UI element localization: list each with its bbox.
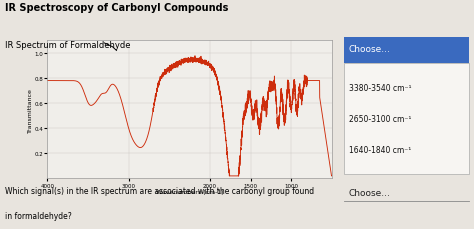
Text: IR Spectroscopy of Carbonyl Compounds: IR Spectroscopy of Carbonyl Compounds — [5, 3, 228, 13]
Text: in formaldehyde?: in formaldehyde? — [5, 211, 72, 220]
Text: Choose...: Choose... — [348, 188, 390, 197]
Text: 2650-3100 cm⁻¹: 2650-3100 cm⁻¹ — [349, 114, 412, 124]
X-axis label: Wavenumbers (cm-1): Wavenumbers (cm-1) — [156, 189, 223, 194]
Text: Which signal(s) in the IR spectrum are associated with the carbonyl group found: Which signal(s) in the IR spectrum are a… — [5, 187, 314, 196]
Text: IR Spectrum of Formaldehyde: IR Spectrum of Formaldehyde — [5, 41, 130, 50]
Y-axis label: Transmittance: Transmittance — [28, 87, 33, 132]
Text: 1640-1840 cm⁻¹: 1640-1840 cm⁻¹ — [349, 145, 411, 154]
Text: 3380-3540 cm⁻¹: 3380-3540 cm⁻¹ — [349, 84, 412, 93]
Text: Choose...: Choose... — [348, 45, 390, 54]
